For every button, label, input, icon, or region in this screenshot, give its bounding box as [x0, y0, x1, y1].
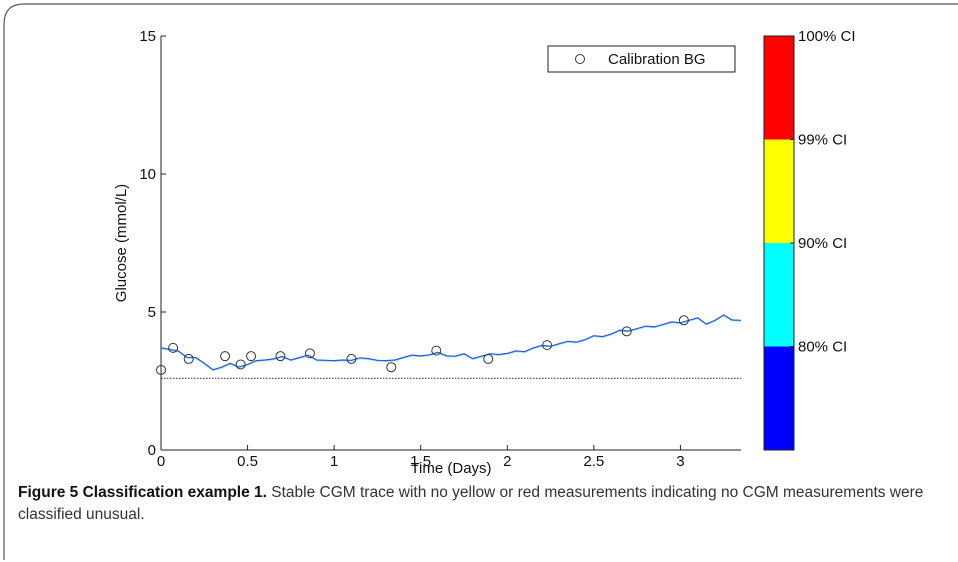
calibration-point — [235, 359, 246, 370]
y-tick-label: 15 — [139, 28, 156, 45]
caption-text: Stable CGM trace with no yellow or red m… — [18, 484, 924, 523]
y-tick-label: 5 — [148, 304, 156, 321]
figure-border — [3, 3, 958, 560]
y-axis-title: Glucose (mmol/L) — [113, 184, 130, 302]
colorbar — [763, 35, 795, 451]
legend: Calibration BG — [547, 45, 736, 73]
legend-marker-icon — [575, 54, 585, 64]
cgm-trace — [160, 314, 742, 371]
x-tick-label: 0 — [157, 453, 165, 470]
x-tick-label: 2.5 — [583, 453, 604, 470]
caption-label: Figure 5 Classification example 1. — [18, 484, 267, 501]
colorbar-label: 100% CI — [798, 28, 856, 45]
x-tick-label: 2 — [503, 453, 511, 470]
legend-entry: Calibration BG — [608, 51, 706, 68]
x-tick-label: 0.5 — [237, 453, 258, 470]
calibration-point — [386, 362, 397, 373]
y-tick-label: 10 — [139, 166, 156, 183]
calibration-point — [542, 340, 553, 351]
calibration-point — [246, 351, 257, 362]
colorbar-band — [764, 346, 794, 450]
calibration-point — [483, 353, 494, 364]
calibration-point — [346, 353, 357, 364]
figure-caption: Figure 5 Classification example 1. Stabl… — [18, 482, 938, 526]
x-tick-label: 1.5 — [410, 453, 431, 470]
colorbar-band — [764, 36, 794, 140]
x-ticks: 0 0.5 1 1.5 2 2.5 3 — [157, 445, 685, 470]
colorbar-label: 80% CI — [798, 339, 847, 356]
calibration-point — [183, 353, 194, 364]
colorbar-band — [764, 243, 794, 347]
calibration-point — [304, 348, 315, 359]
calibration-point — [168, 342, 179, 353]
colorbar-label: 99% CI — [798, 132, 847, 149]
colorbar-labels: 100% CI 99% CI 90% CI 80% CI — [790, 28, 856, 356]
calibration-point — [156, 364, 166, 375]
calibration-point — [678, 315, 689, 326]
calibration-point — [621, 326, 632, 337]
calibration-point — [275, 351, 286, 362]
calibration-markers — [156, 315, 689, 375]
y-ticks: 0 5 10 15 — [139, 28, 166, 459]
colorbar-band — [764, 139, 794, 243]
x-tick-label: 3 — [676, 453, 684, 470]
calibration-point — [431, 345, 442, 356]
cgm-trace-cyan — [160, 315, 742, 372]
x-axis-title: Time (Days) — [410, 460, 491, 477]
legend-box — [547, 45, 736, 73]
x-tick-label: 1 — [330, 453, 338, 470]
y-tick-label: 0 — [148, 442, 156, 459]
calibration-point — [220, 351, 231, 362]
colorbar-label: 90% CI — [798, 235, 847, 252]
